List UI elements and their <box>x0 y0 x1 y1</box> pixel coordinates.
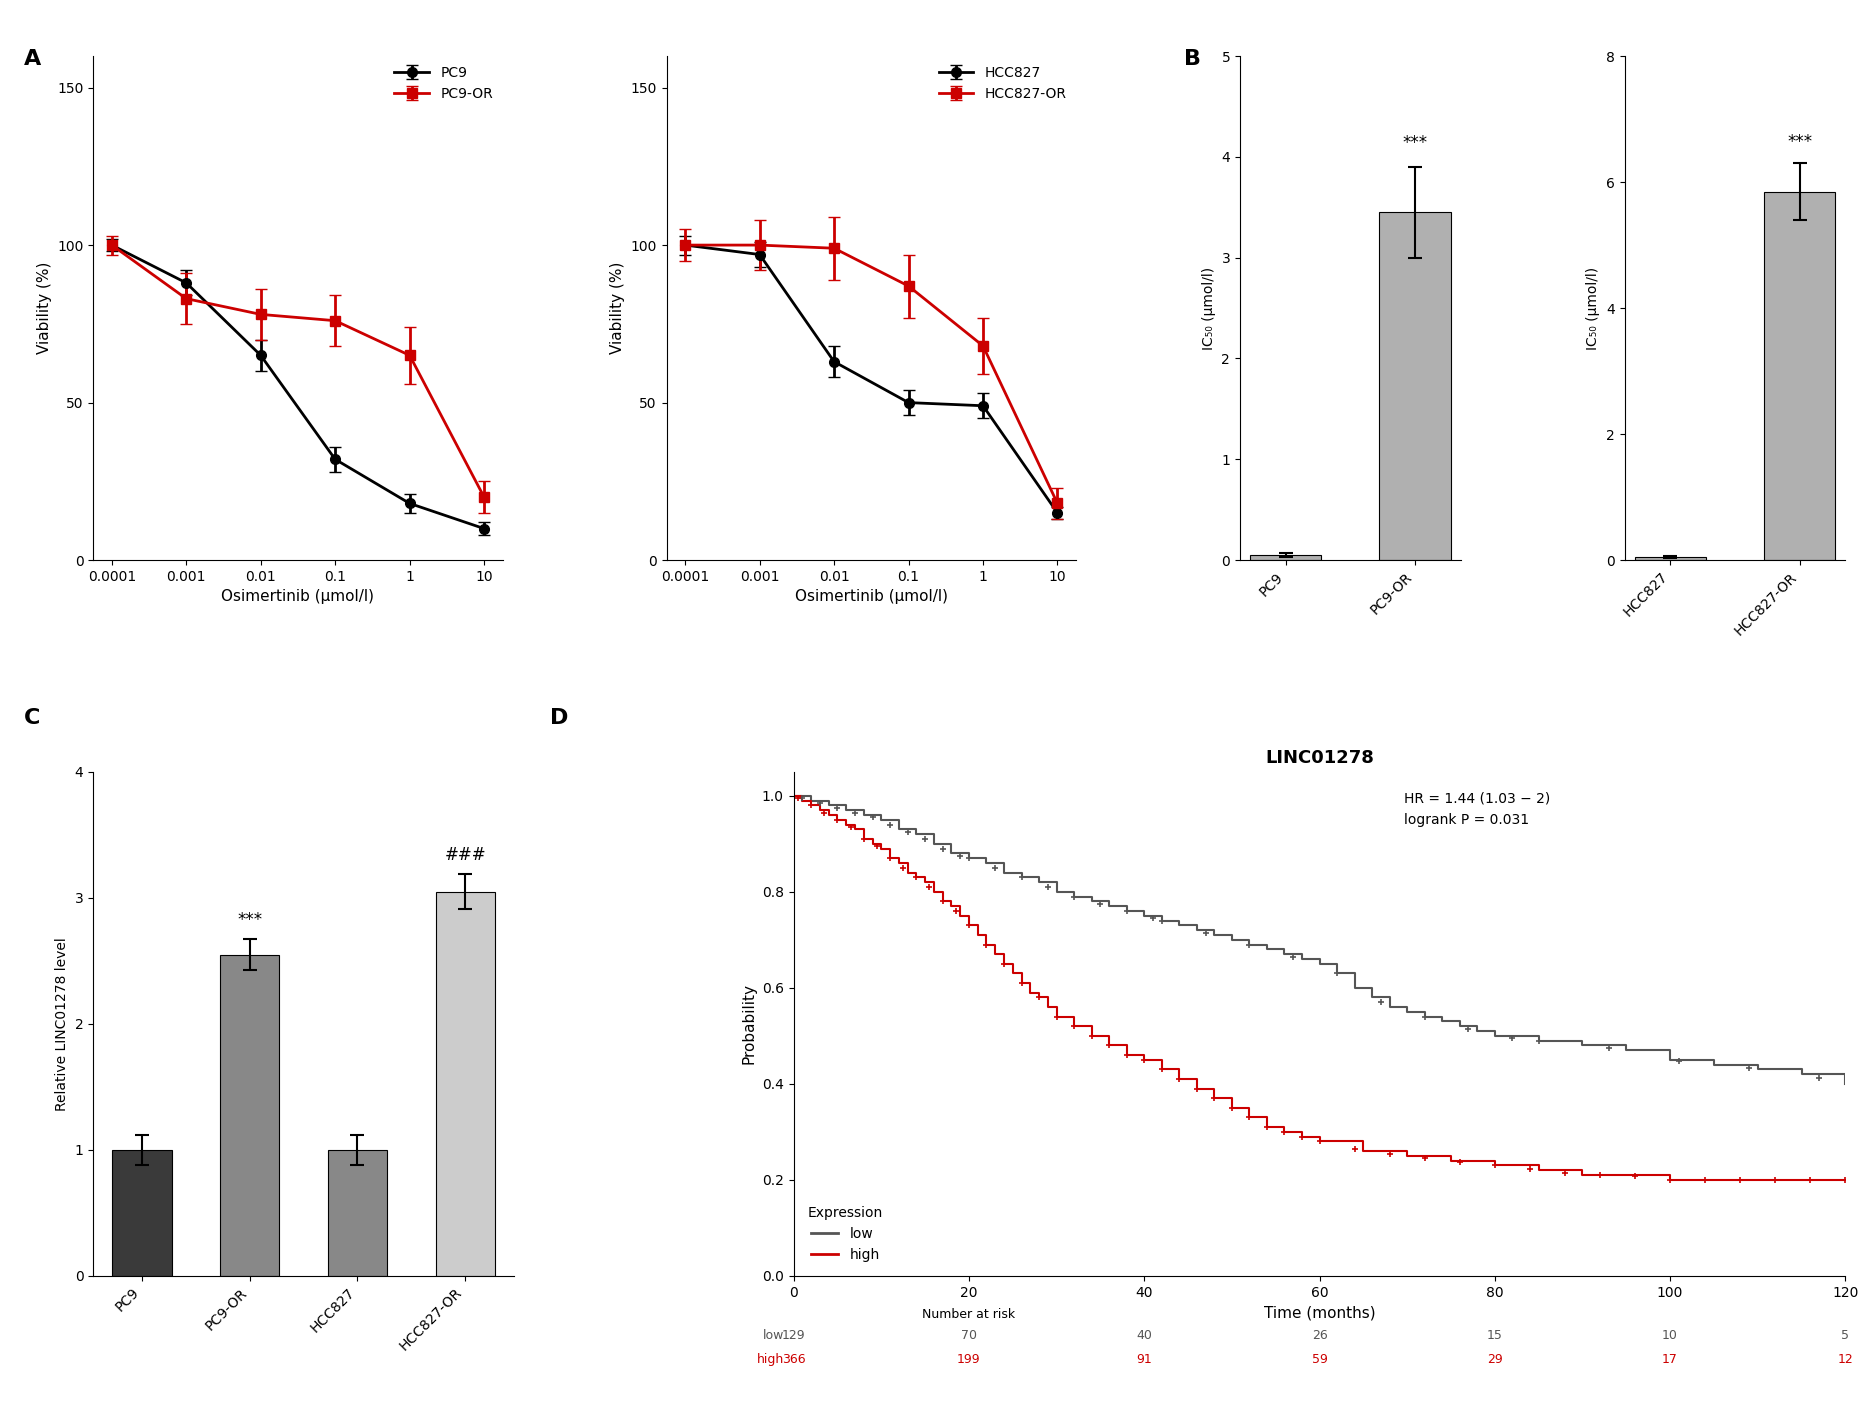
Text: 26: 26 <box>1312 1329 1327 1342</box>
Y-axis label: IC₅₀ (μmol/l): IC₅₀ (μmol/l) <box>1202 266 1215 349</box>
Text: 199: 199 <box>956 1353 980 1366</box>
Text: B: B <box>1184 49 1200 69</box>
Text: HR = 1.44 (1.03 − 2)
logrank P = 0.031: HR = 1.44 (1.03 − 2) logrank P = 0.031 <box>1404 792 1549 827</box>
Text: 15: 15 <box>1487 1329 1502 1342</box>
Y-axis label: Relative LINC01278 level: Relative LINC01278 level <box>56 937 69 1110</box>
Text: 91: 91 <box>1137 1353 1152 1366</box>
Legend: low, high: low, high <box>800 1199 889 1269</box>
Title: LINC01278: LINC01278 <box>1266 750 1374 767</box>
Text: 5: 5 <box>1842 1329 1849 1342</box>
Bar <box>220 955 280 1276</box>
Text: D: D <box>550 708 569 728</box>
Bar <box>436 892 494 1276</box>
Bar <box>1251 555 1322 561</box>
Text: 129: 129 <box>781 1329 805 1342</box>
X-axis label: Osimertinib (μmol/l): Osimertinib (μmol/l) <box>794 589 947 604</box>
Bar <box>1379 212 1450 561</box>
Legend: PC9, PC9-OR: PC9, PC9-OR <box>391 63 496 104</box>
Text: 366: 366 <box>781 1353 805 1366</box>
Text: 29: 29 <box>1487 1353 1502 1366</box>
X-axis label: Time (months): Time (months) <box>1264 1305 1376 1321</box>
Text: Number at risk: Number at risk <box>923 1308 1016 1321</box>
Y-axis label: Probability: Probability <box>742 983 757 1064</box>
Bar <box>1635 557 1706 561</box>
Y-axis label: Viability (%): Viability (%) <box>610 262 624 355</box>
X-axis label: Osimertinib (μmol/l): Osimertinib (μmol/l) <box>222 589 375 604</box>
Text: ###: ### <box>444 845 487 864</box>
Text: 70: 70 <box>962 1329 977 1342</box>
Bar <box>1763 192 1836 561</box>
Text: low: low <box>762 1329 785 1342</box>
Text: 12: 12 <box>1838 1353 1853 1366</box>
Text: 59: 59 <box>1312 1353 1327 1366</box>
Y-axis label: Viability (%): Viability (%) <box>37 262 52 355</box>
Text: ***: *** <box>237 911 263 930</box>
Text: 40: 40 <box>1137 1329 1152 1342</box>
Text: ***: *** <box>1788 133 1812 150</box>
Text: ***: *** <box>1402 133 1428 151</box>
Bar <box>328 1150 388 1276</box>
Text: high: high <box>757 1353 785 1366</box>
Text: 10: 10 <box>1663 1329 1678 1342</box>
Text: A: A <box>24 49 41 69</box>
Y-axis label: IC₅₀ (μmol/l): IC₅₀ (μmol/l) <box>1586 266 1601 349</box>
Legend: HCC827, HCC827-OR: HCC827, HCC827-OR <box>936 63 1070 104</box>
Bar <box>112 1150 171 1276</box>
Text: C: C <box>24 708 41 728</box>
Text: 17: 17 <box>1663 1353 1678 1366</box>
